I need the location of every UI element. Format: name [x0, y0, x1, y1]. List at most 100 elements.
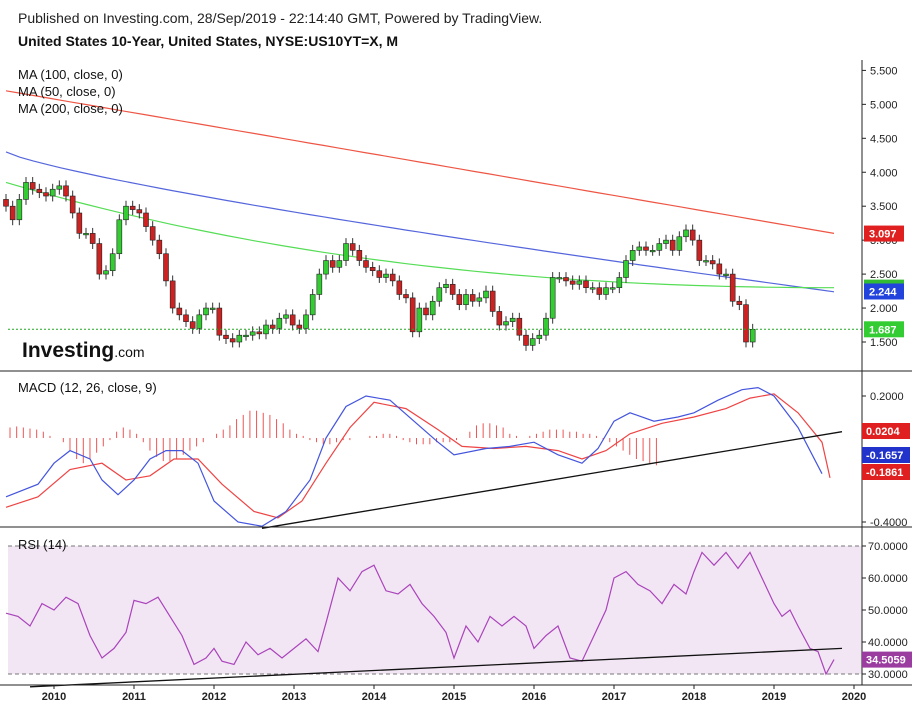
candle	[276, 312, 283, 334]
candle	[189, 316, 196, 334]
candle-body	[49, 188, 56, 197]
candle	[303, 309, 309, 334]
investing-logo: Investing.com	[22, 339, 145, 362]
candle	[216, 302, 223, 341]
last-value-text: 2.244	[869, 286, 897, 298]
candle-body	[183, 314, 189, 322]
candle	[136, 204, 143, 219]
candle-body	[156, 239, 163, 255]
candle-body	[203, 307, 209, 316]
x-tick-label: 2015	[442, 691, 466, 703]
candle	[623, 255, 629, 283]
candle	[463, 289, 469, 311]
candle-body	[3, 199, 9, 207]
y-tick-label: -0.4000	[870, 517, 907, 529]
instrument-title: United States 10-Year, United States, NY…	[18, 33, 399, 49]
candle-body	[683, 229, 689, 238]
candle-body	[543, 317, 549, 336]
macd-value-text: 0.0204	[866, 426, 901, 438]
candle	[729, 268, 736, 307]
candle-body	[649, 250, 656, 253]
candle	[749, 323, 756, 348]
candle-body	[556, 277, 563, 280]
candle-body	[83, 233, 89, 236]
candle-body	[316, 273, 323, 295]
candle	[636, 241, 643, 256]
y-tick-label: 70.0000	[868, 541, 908, 553]
candle-body	[409, 297, 416, 333]
candle-body	[676, 236, 683, 251]
candle	[689, 224, 696, 246]
logo-suffix: .com	[114, 344, 144, 360]
candle-body	[583, 280, 589, 288]
candle	[529, 333, 536, 351]
candle	[416, 302, 423, 338]
candle-body	[296, 324, 303, 329]
candle	[356, 244, 363, 266]
candle	[116, 214, 123, 260]
candle-body	[463, 294, 469, 305]
candle	[509, 312, 516, 328]
candle	[29, 177, 36, 195]
candle	[743, 299, 749, 348]
candle	[203, 302, 209, 321]
candle	[176, 302, 183, 321]
candle	[169, 275, 176, 314]
candle-body	[269, 324, 276, 329]
last-value-badge: 1.687	[864, 321, 904, 338]
candle	[736, 295, 743, 311]
candle-body	[729, 273, 736, 302]
macd-value-badge: -0.1861	[862, 464, 910, 480]
candle	[389, 268, 396, 287]
candle	[616, 272, 623, 294]
candle	[696, 234, 703, 266]
candle	[569, 275, 576, 290]
candle	[296, 319, 303, 334]
candle	[43, 187, 49, 202]
candle-body	[723, 273, 729, 276]
y-tick-label: 3.500	[870, 201, 898, 213]
candle	[309, 289, 316, 321]
candle-body	[476, 297, 483, 302]
candle	[96, 238, 103, 280]
candle	[383, 268, 389, 283]
candle	[596, 282, 603, 300]
candle-body	[509, 317, 516, 322]
candle	[109, 248, 116, 277]
candle	[3, 193, 9, 212]
candle-body	[249, 331, 256, 336]
candle-body	[43, 192, 49, 197]
candle-body	[689, 229, 696, 241]
last-value-text: 1.687	[869, 324, 897, 336]
candle-body	[456, 294, 463, 305]
candle	[156, 234, 163, 260]
candle	[429, 295, 436, 321]
candle-body	[349, 243, 356, 251]
candle-body	[143, 212, 149, 227]
macd-signal-line	[5, 393, 831, 519]
candle-body	[549, 277, 556, 319]
candle-body	[163, 253, 169, 282]
candle-body	[663, 239, 669, 244]
candle	[223, 329, 229, 345]
candle	[36, 183, 43, 199]
candle-body	[89, 233, 96, 244]
last-value-box	[864, 283, 904, 300]
candle-body	[429, 300, 436, 316]
candle	[489, 285, 496, 317]
ma100-line	[5, 151, 835, 293]
candle	[609, 282, 616, 294]
candle	[69, 190, 76, 219]
candle	[63, 180, 69, 202]
candle-body	[329, 260, 336, 268]
candle	[589, 282, 596, 294]
macd-panel	[5, 386, 843, 529]
rsi-trendline	[29, 647, 843, 688]
candle	[123, 200, 129, 226]
candle	[243, 329, 249, 341]
y-tick-label: 50.0000	[868, 605, 908, 617]
candle	[523, 329, 529, 351]
candle-body	[309, 294, 316, 316]
candle	[23, 177, 29, 205]
